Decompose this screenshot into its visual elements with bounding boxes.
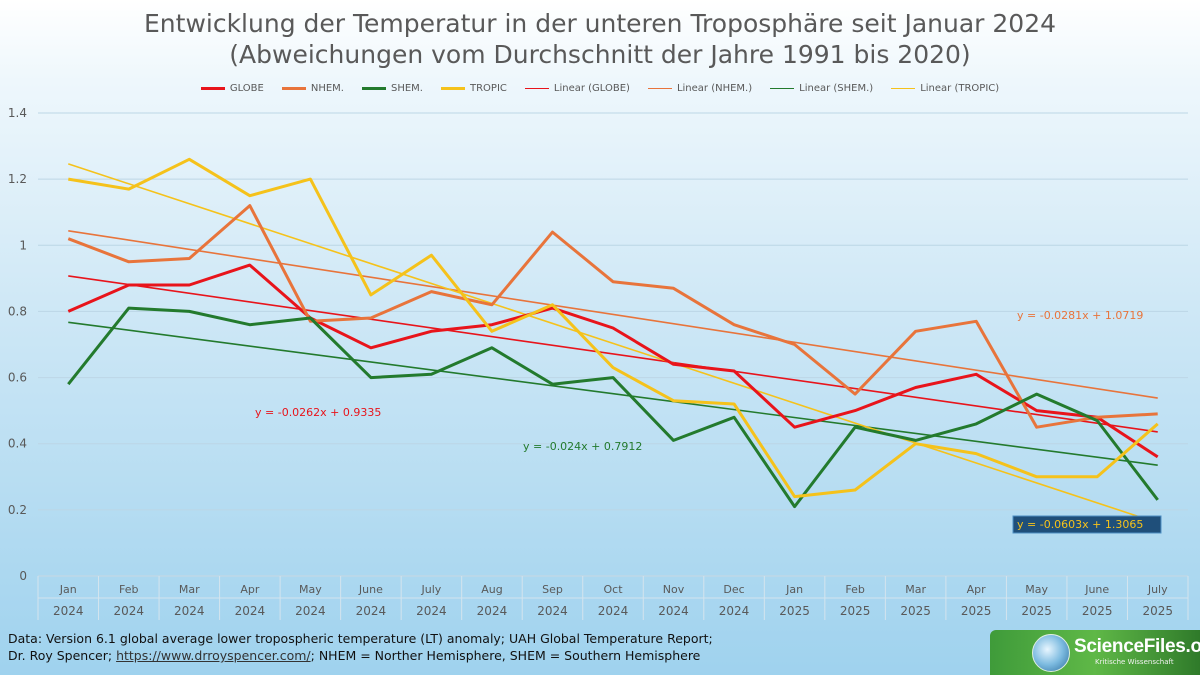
y-tick-label: 0.2 [8, 503, 27, 517]
x-tick-label-month: June [1084, 583, 1109, 596]
legend: GLOBE NHEM. SHEM. TROPIC Linear (GLOBE) … [0, 83, 1200, 94]
x-tick-label-month: Feb [845, 583, 864, 596]
x-tick-label-year: 2025 [1082, 604, 1113, 618]
x-tick-label-year: 2025 [961, 604, 992, 618]
legend-item-globe: GLOBE [200, 83, 264, 94]
chart-title-line1: Entwicklung der Temperatur in der untere… [144, 9, 1056, 38]
y-tick-label: 0.6 [8, 371, 27, 385]
legend-swatch-globe [200, 87, 225, 90]
series-line-nhem [67, 204, 1158, 429]
series-line-shem [67, 306, 1159, 509]
source-link[interactable]: https://www.drroyspencer.com/ [116, 648, 311, 663]
y-tick-label: 1.4 [8, 106, 27, 120]
x-tick-label-year: 2025 [1021, 604, 1052, 618]
y-tick-label: 0 [19, 569, 27, 583]
data-source-prefix: Dr. Roy Spencer; [8, 648, 117, 663]
chart-title-line2: (Abweichungen vom Durchschnitt der Jahre… [229, 40, 971, 69]
y-tick-label: 1.2 [8, 172, 27, 186]
x-tick-label-year: 2024 [356, 604, 387, 618]
legend-item-linear-nhem: Linear (NHEM.) [647, 83, 753, 94]
series-line-tropic [68, 157, 1159, 499]
legend-swatch-linear-tropic [891, 87, 916, 90]
x-tick-label-year: 2024 [537, 604, 568, 618]
trendline-shem [68, 321, 1158, 466]
legend-swatch-nhem [281, 87, 306, 90]
x-tick-label-month: Apr [240, 583, 260, 596]
legend-label-shem: SHEM. [390, 83, 423, 94]
legend-label-nhem: NHEM. [310, 83, 344, 94]
logo-name: ScienceFiles.org [1074, 636, 1200, 657]
x-tick-label-year: 2024 [719, 604, 750, 618]
trend-equation-nhem: y = -0.0281x + 1.0719 [1017, 309, 1143, 322]
x-tick-label-month: Jan [59, 583, 77, 596]
x-tick-label-year: 2025 [840, 604, 871, 618]
legend-item-nhem: NHEM. [281, 83, 344, 94]
x-tick-label-year: 2024 [53, 604, 84, 618]
logo-tagline: Kritische Wissenschaft [1095, 658, 1174, 666]
y-tick-label: 0.8 [8, 304, 27, 318]
x-tick-label-year: 2025 [900, 604, 931, 618]
legend-item-tropic: TROPIC [440, 83, 507, 94]
line-chart: 0 0.2 0.4 0.6 0.8 1 1.2 1.4 Jan 2024 Feb 2024 Mar 202… [8, 106, 1189, 620]
x-tick-label-month: Jan [785, 583, 803, 596]
x-tick-label-month: Feb [119, 583, 138, 596]
data-source-note: Data: Version 6.1 global average lower t… [8, 630, 713, 664]
x-tick-label-month: Aug [481, 583, 502, 596]
data-source-suffix: ; NHEM = Norther Hemisphere, SHEM = Sout… [310, 648, 701, 663]
legend-label-linear-globe: Linear (GLOBE) [553, 83, 630, 94]
x-tick-label-month: Mar [179, 583, 200, 596]
legend-item-shem: SHEM. [361, 83, 423, 94]
legend-label-linear-shem: Linear (SHEM.) [799, 83, 874, 94]
legend-swatch-linear-nhem [647, 87, 672, 90]
x-tick-label-year: 2024 [235, 604, 266, 618]
legend-swatch-linear-shem [770, 87, 795, 90]
x-tick-label-month: May [1025, 583, 1048, 596]
legend-label-linear-tropic: Linear (TROPIC) [920, 83, 1000, 94]
legend-item-linear-globe: Linear (GLOBE) [524, 83, 630, 94]
legend-label-tropic: TROPIC [469, 83, 507, 94]
trend-equation-box-tropic [1012, 515, 1162, 534]
x-tick-label-year: 2024 [658, 604, 689, 618]
legend-item-linear-shem: Linear (SHEM.) [770, 83, 873, 94]
data-source-line1: Data: Version 6.1 global average lower t… [8, 631, 713, 646]
x-tick-label-month: July [421, 583, 442, 596]
x-tick-label-month: Apr [967, 583, 987, 596]
globe-icon [1032, 634, 1070, 672]
legend-swatch-shem [361, 87, 386, 90]
y-tick-label: 0.4 [8, 437, 27, 451]
x-tick-label-month: July [1147, 583, 1168, 596]
y-tick-label: 1 [19, 238, 27, 252]
legend-item-linear-tropic: Linear (TROPIC) [891, 83, 999, 94]
legend-label-globe: GLOBE [229, 83, 264, 94]
x-tick-label-month: May [299, 583, 322, 596]
x-tick-label-month: Dec [723, 583, 744, 596]
x-tick-label-month: Nov [663, 583, 685, 596]
legend-swatch-tropic [440, 87, 465, 90]
legend-swatch-linear-globe [524, 87, 549, 90]
x-tick-label-month: Mar [905, 583, 926, 596]
trendline-globe [68, 275, 1158, 433]
x-tick-label-month: June [358, 583, 383, 596]
series-line-globe [67, 263, 1159, 459]
x-tick-label-year: 2025 [1142, 604, 1173, 618]
x-tick-label-year: 2024 [295, 604, 326, 618]
trendline-tropic [68, 163, 1158, 524]
x-tick-label-year: 2024 [477, 604, 508, 618]
trend-equation-globe: y = -0.0262x + 0.9335 [255, 406, 381, 419]
x-tick-label-year: 2025 [779, 604, 810, 618]
x-tick-label-year: 2024 [416, 604, 447, 618]
x-tick-label-year: 2024 [174, 604, 205, 618]
data-source-line2: Dr. Roy Spencer; https://www.drroyspence… [8, 647, 713, 664]
x-tick-label-month: Sep [542, 583, 563, 596]
x-tick-label-year: 2024 [598, 604, 629, 618]
trendline-nhem [68, 230, 1158, 399]
x-tick-label-month: Oct [603, 583, 623, 596]
trend-equation-tropic: y = -0.0603x + 1.3065 [1017, 518, 1143, 531]
sciencefiles-logo[interactable]: ScienceFiles.org Kritische Wissenschaft [990, 630, 1200, 675]
legend-label-linear-nhem: Linear (NHEM.) [676, 83, 753, 94]
x-tick-label-year: 2024 [114, 604, 145, 618]
trend-equation-shem: y = -0.024x + 0.7912 [523, 440, 642, 453]
